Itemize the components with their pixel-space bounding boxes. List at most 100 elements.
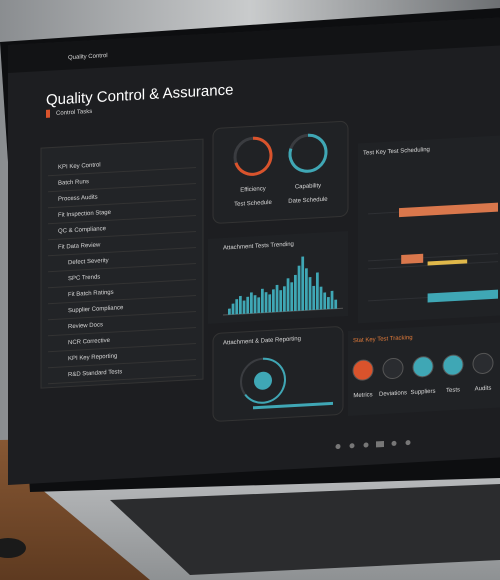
bar	[264, 292, 268, 313]
track-label: Suppliers	[411, 389, 436, 396]
gauge-arc	[288, 133, 328, 173]
sidebar-item: Defect Severity	[68, 258, 109, 266]
divider	[48, 182, 196, 193]
bar	[316, 272, 319, 310]
page-dot	[349, 443, 355, 449]
bar	[253, 295, 257, 314]
bar	[257, 297, 261, 314]
gauge-sublabel: Date Schedule	[288, 197, 328, 205]
bar	[228, 308, 231, 315]
sidebar-item: Supplier Compliance	[68, 305, 124, 314]
divider	[48, 374, 196, 385]
page-dot	[405, 440, 411, 446]
bar	[330, 290, 334, 309]
dial-arc	[244, 357, 286, 404]
bar	[308, 277, 312, 311]
bar	[275, 284, 279, 313]
gantt-bar	[401, 253, 424, 265]
page-dot	[391, 440, 397, 446]
page-dot	[376, 440, 384, 448]
bar	[312, 285, 316, 310]
tag: Control Tasks	[56, 109, 92, 117]
tracking-title: Stat Key Test Tracking	[353, 335, 413, 344]
bar	[290, 282, 294, 312]
gantt-row	[368, 253, 498, 262]
divider	[48, 358, 196, 369]
histogram-title: Attachment Tests Trending	[223, 242, 294, 252]
page-dot	[335, 444, 341, 450]
screen: Quality Control Quality Control & Assura…	[8, 17, 500, 485]
gantt-title: Test Key Test Scheduling	[363, 147, 430, 157]
address: Quality Control	[68, 53, 108, 61]
track-icon	[382, 357, 404, 379]
track-label: Audits	[475, 386, 492, 393]
bar	[305, 268, 308, 311]
bar	[323, 292, 327, 310]
sidebar-item: Fit Batch Ratings	[68, 290, 114, 299]
bar	[250, 292, 253, 314]
sidebar-item: Review Docs	[68, 322, 103, 330]
bar	[239, 295, 242, 315]
tag-mark	[46, 109, 50, 118]
divider	[48, 214, 196, 225]
bar	[294, 274, 297, 312]
track-label: Tests	[446, 387, 460, 394]
divider	[48, 326, 196, 337]
dial-title: Attachment & Date Reporting	[223, 336, 301, 346]
dial-core	[254, 371, 272, 390]
track-label: Metrics	[353, 392, 372, 399]
gantt-panel	[358, 135, 500, 324]
divider	[48, 310, 196, 321]
divider	[48, 230, 196, 241]
bar	[279, 290, 283, 312]
divider	[48, 198, 196, 209]
divider	[48, 294, 196, 305]
divider	[48, 262, 196, 273]
divider	[48, 278, 196, 289]
bar	[272, 289, 275, 313]
gantt-bar	[399, 202, 498, 218]
sidebar-item: KPI Key Reporting	[68, 353, 117, 362]
sidebar-item: KPI Key Control	[58, 162, 101, 170]
bar	[268, 294, 272, 313]
dial-bar	[253, 401, 333, 410]
sidebar-item: SPC Trends	[68, 274, 100, 282]
bar	[246, 296, 250, 314]
page-dot	[363, 442, 369, 448]
track-icon	[352, 359, 374, 381]
gauge-label: Capability	[295, 183, 321, 190]
track-label: Deviations	[379, 390, 407, 398]
bar	[286, 278, 290, 312]
gauge-arc	[234, 136, 273, 176]
sidebar-item: Batch Runs	[58, 179, 89, 187]
bar	[297, 265, 301, 311]
gauge-sublabel: Test Schedule	[234, 200, 272, 208]
track-icon	[442, 354, 464, 376]
sidebar-item: Fit Inspection Stage	[58, 210, 112, 219]
bar	[334, 299, 338, 309]
bar	[283, 286, 286, 312]
gantt-bar	[427, 289, 499, 303]
sidebar-item: NCR Corrective	[68, 338, 111, 346]
divider	[48, 166, 196, 177]
browser-bar	[8, 17, 500, 73]
bar	[231, 303, 235, 315]
sidebar-item: Process Audits	[58, 195, 98, 203]
bar	[319, 286, 323, 310]
bar	[242, 300, 246, 314]
dial-panel	[212, 326, 344, 422]
divider	[48, 246, 196, 257]
gauge-panel	[212, 120, 349, 224]
mouse	[0, 538, 26, 558]
bar	[301, 256, 305, 311]
sidebar-item: QC & Compliance	[58, 226, 107, 235]
bar	[235, 299, 239, 315]
track-icon	[472, 352, 494, 374]
sidebar-item: R&D Standard Tests	[68, 369, 122, 378]
bar	[327, 297, 330, 310]
gauge-label: Efficiency	[240, 186, 266, 193]
gantt-bar	[427, 259, 468, 266]
track-icon	[412, 356, 434, 378]
keyboard	[110, 484, 500, 575]
